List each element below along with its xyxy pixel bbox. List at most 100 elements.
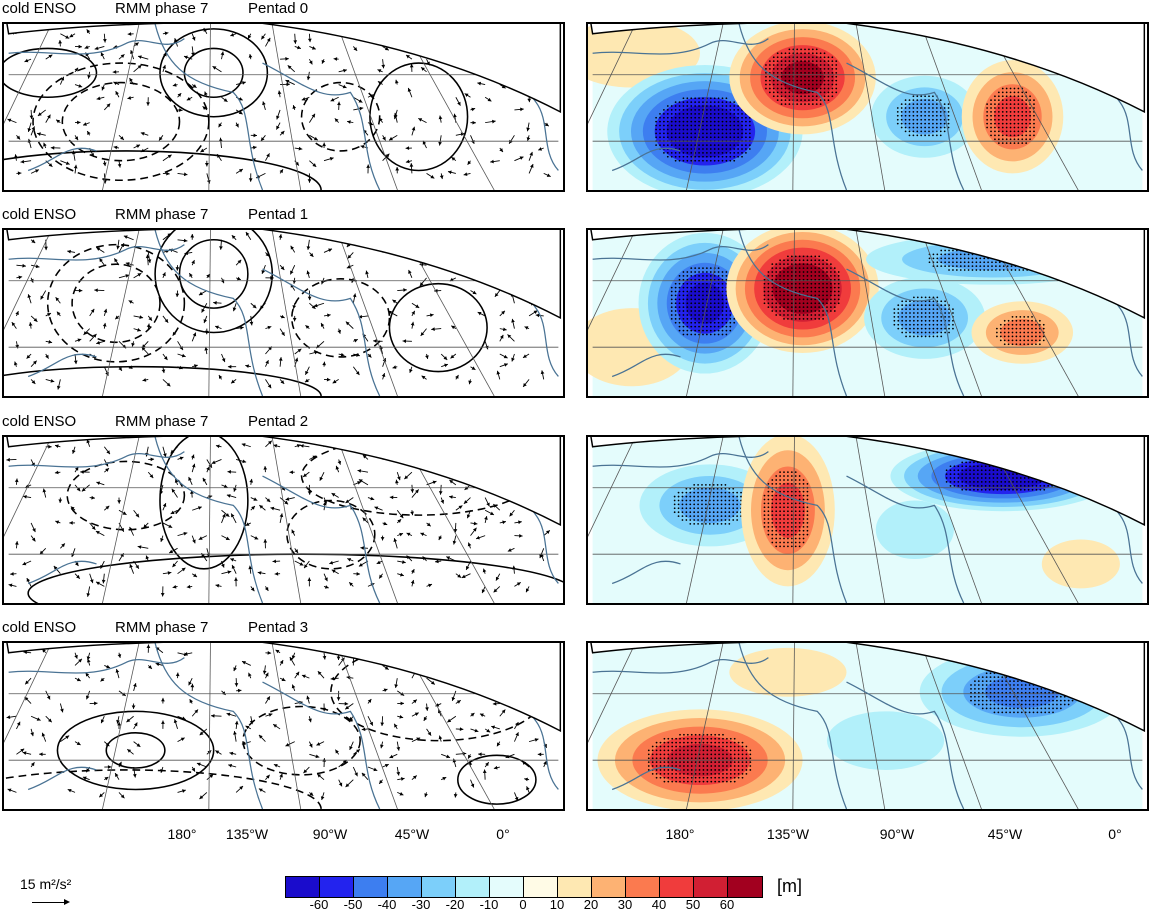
significance-dot xyxy=(981,691,984,694)
wave-activity-vector xyxy=(466,510,471,519)
significance-dot xyxy=(713,152,716,154)
significance-dot xyxy=(671,765,674,767)
significance-dot xyxy=(948,312,950,314)
significance-dot xyxy=(985,688,988,690)
significance-dot xyxy=(690,112,693,115)
significance-dot xyxy=(682,144,685,146)
significance-dot xyxy=(694,733,697,736)
significance-dot xyxy=(705,321,708,324)
significance-dot xyxy=(823,83,826,86)
significance-dot xyxy=(709,278,712,281)
significance-dot xyxy=(685,507,688,510)
significance-dot xyxy=(787,533,789,536)
significance-dot xyxy=(790,255,793,258)
wave-activity-vector xyxy=(113,258,120,266)
significance-dot xyxy=(724,519,727,521)
significance-dot xyxy=(686,298,689,301)
significance-dot xyxy=(969,461,971,464)
significance-dot xyxy=(912,111,915,113)
significance-dot xyxy=(772,91,775,94)
significance-dot xyxy=(714,776,717,779)
significance-dot xyxy=(771,267,774,269)
significance-dot xyxy=(1005,695,1008,698)
significance-dot xyxy=(784,91,787,94)
significance-dot xyxy=(745,116,747,119)
significance-dot xyxy=(710,753,713,756)
significance-dot xyxy=(776,75,779,78)
significance-dot xyxy=(663,753,666,756)
significance-dot xyxy=(794,286,797,289)
significance-dot xyxy=(1025,142,1028,145)
significance-dot xyxy=(714,741,717,744)
wave-activity-vector xyxy=(451,156,457,162)
significance-dot xyxy=(733,101,736,103)
wave-activity-vector xyxy=(320,322,325,329)
significance-dot xyxy=(973,469,975,472)
significance-dot xyxy=(896,122,899,125)
wave-activity-vector xyxy=(60,33,70,39)
wave-activity-vector xyxy=(522,353,530,359)
wave-activity-vector xyxy=(441,776,447,781)
wave-activity-vector xyxy=(382,521,388,526)
significance-dot xyxy=(1013,703,1015,706)
wave-activity-vector xyxy=(485,119,496,124)
significance-dot xyxy=(733,317,736,320)
significance-dot xyxy=(686,733,689,736)
significance-dot xyxy=(1038,319,1041,322)
wave-activity-vector xyxy=(302,471,310,478)
significance-dot xyxy=(763,502,766,505)
colorbar-swatch xyxy=(592,877,626,897)
significance-dot xyxy=(681,499,684,502)
wave-activity-vector xyxy=(389,753,398,759)
significance-dot xyxy=(670,136,673,139)
significance-dot xyxy=(722,776,724,779)
significance-dot xyxy=(827,79,830,82)
significance-dot xyxy=(905,308,907,310)
significance-dot xyxy=(683,765,685,767)
reference-vector-label: 15 m²/s² xyxy=(20,876,72,892)
significance-dot xyxy=(737,765,740,767)
significance-dot xyxy=(710,749,713,752)
significance-dot xyxy=(928,107,930,109)
wave-activity-vector xyxy=(235,168,244,174)
significance-dot xyxy=(1008,484,1010,487)
significance-dot xyxy=(706,761,709,764)
significance-dot xyxy=(663,780,666,783)
significance-dot xyxy=(733,749,736,752)
significance-dot xyxy=(819,52,822,55)
significance-dot xyxy=(947,114,950,117)
significance-dot xyxy=(796,79,799,82)
significance-dot xyxy=(831,56,834,59)
significance-dot xyxy=(893,308,896,310)
significance-dot xyxy=(708,507,711,510)
significance-dot xyxy=(737,132,739,135)
significance-dot xyxy=(673,503,676,506)
significance-dot xyxy=(932,95,934,98)
significance-dot xyxy=(671,776,674,779)
wave-activity-vector xyxy=(265,440,273,448)
significance-dot xyxy=(1040,691,1043,694)
significance-dot xyxy=(729,329,732,332)
wave-activity-vector xyxy=(394,678,399,688)
significance-dot xyxy=(818,255,821,258)
significance-dot xyxy=(702,290,704,293)
significance-dot xyxy=(904,122,907,125)
significance-dot xyxy=(663,109,665,111)
significance-dot xyxy=(651,753,654,756)
significance-dot xyxy=(718,776,720,779)
significance-dot xyxy=(1003,339,1006,342)
significance-dot xyxy=(686,120,689,123)
significance-dot xyxy=(775,498,778,501)
significance-dot xyxy=(802,490,805,493)
significance-dot xyxy=(1044,695,1047,698)
significance-dot xyxy=(814,286,817,289)
significance-dot xyxy=(802,533,805,536)
significance-dot xyxy=(733,105,736,107)
significance-dot xyxy=(924,130,926,133)
significance-dot xyxy=(690,124,693,127)
significance-dot xyxy=(737,761,740,764)
significance-dot xyxy=(1059,699,1062,702)
significance-dot xyxy=(775,306,778,309)
significance-dot xyxy=(670,109,673,111)
significance-dot xyxy=(806,490,809,493)
